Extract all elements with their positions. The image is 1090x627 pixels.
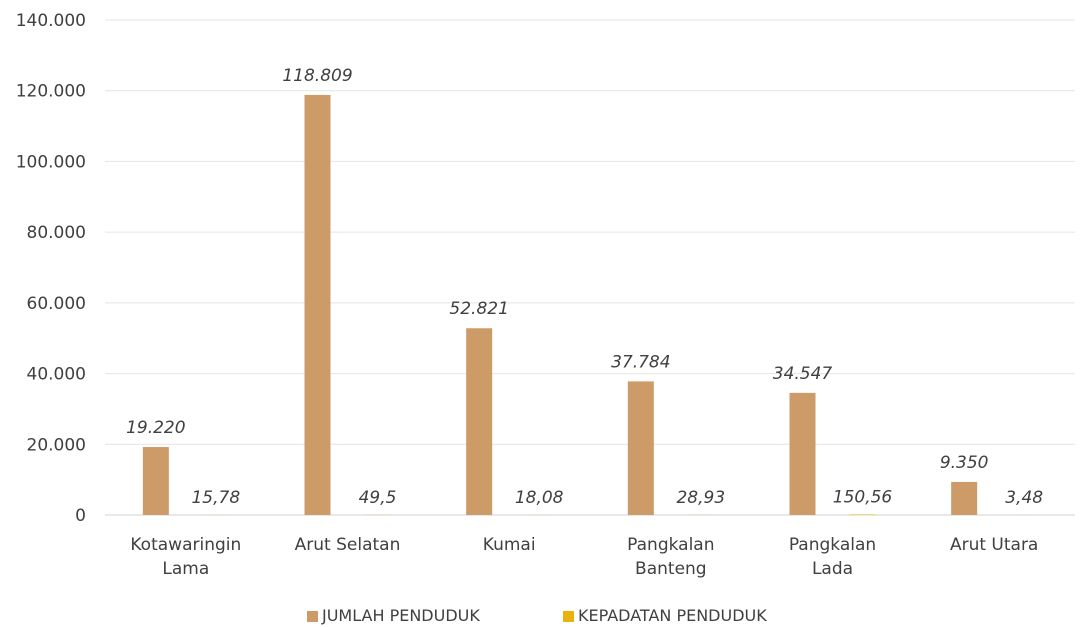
y-tick-label: 60.000 (27, 294, 86, 314)
data-labels: 19.220 15,78 118.809 49,5 52.821 18,08 37.784 2… (126, 66, 1043, 508)
data-label-jumlah-penduduk: 9.350 (940, 453, 989, 473)
x-tick-label: Kotawaringin (130, 535, 241, 555)
bar-jumlah-penduduk (951, 481, 978, 515)
bar-jumlah-penduduk (304, 94, 331, 515)
bar-jumlah-penduduk (627, 381, 654, 515)
data-label-jumlah-penduduk: 34.547 (773, 364, 833, 384)
data-label-kepadatan-penduduk: 3,48 (1005, 488, 1043, 508)
x-tick-label: Arut Utara (950, 535, 1038, 555)
y-tick-label: 100.000 (16, 152, 86, 172)
y-axis: 0 20.000 40.000 60.000 80.000 100.000 120.000 1… (16, 11, 86, 526)
bar-jumlah-penduduk (142, 447, 169, 515)
y-tick-label: 80.000 (27, 223, 86, 243)
x-tick-label: Lama (162, 559, 209, 579)
legend-label: JUMLAH PENDUDUK (321, 606, 480, 625)
data-label-kepadatan-penduduk: 150,56 (833, 487, 893, 507)
x-axis: Kotawaringin Lama Arut Selatan Kumai Pangkal… (130, 535, 1038, 579)
data-label-kepadatan-penduduk: 18,08 (515, 488, 564, 508)
legend-swatch (307, 611, 318, 622)
data-label-jumlah-penduduk: 52.821 (449, 299, 508, 319)
x-tick-label: Pangkalan (789, 535, 876, 555)
y-tick-label: 40.000 (27, 365, 86, 385)
bar-jumlah-penduduk (789, 392, 816, 515)
x-tick-label: Arut Selatan (295, 535, 401, 555)
y-tick-label: 20.000 (27, 435, 86, 455)
data-label-jumlah-penduduk: 37.784 (611, 352, 670, 372)
legend-swatch (563, 611, 574, 622)
bar-kepadatan-penduduk (849, 514, 876, 515)
legend-label: KEPADATAN PENDUDUK (578, 606, 767, 625)
data-label-jumlah-penduduk: 118.809 (282, 66, 352, 86)
y-tick-label: 120.000 (16, 82, 86, 102)
x-tick-label: Banteng (635, 559, 707, 579)
data-label-jumlah-penduduk: 19.220 (126, 418, 185, 438)
y-tick-label: 140.000 (16, 11, 86, 31)
data-label-kepadatan-penduduk: 28,93 (676, 488, 725, 508)
bars (142, 94, 1038, 515)
x-tick-label: Lada (812, 559, 853, 579)
gridlines (105, 19, 1075, 516)
bar-jumlah-penduduk (466, 328, 493, 515)
legend: JUMLAH PENDUDUK KEPADATAN PENDUDUK (307, 606, 767, 625)
y-tick-label: 0 (75, 506, 86, 526)
x-tick-label: Pangkalan (627, 535, 714, 555)
x-tick-label: Kumai (483, 535, 536, 555)
data-label-kepadatan-penduduk: 49,5 (359, 488, 397, 508)
data-label-kepadatan-penduduk: 15,78 (191, 488, 240, 508)
